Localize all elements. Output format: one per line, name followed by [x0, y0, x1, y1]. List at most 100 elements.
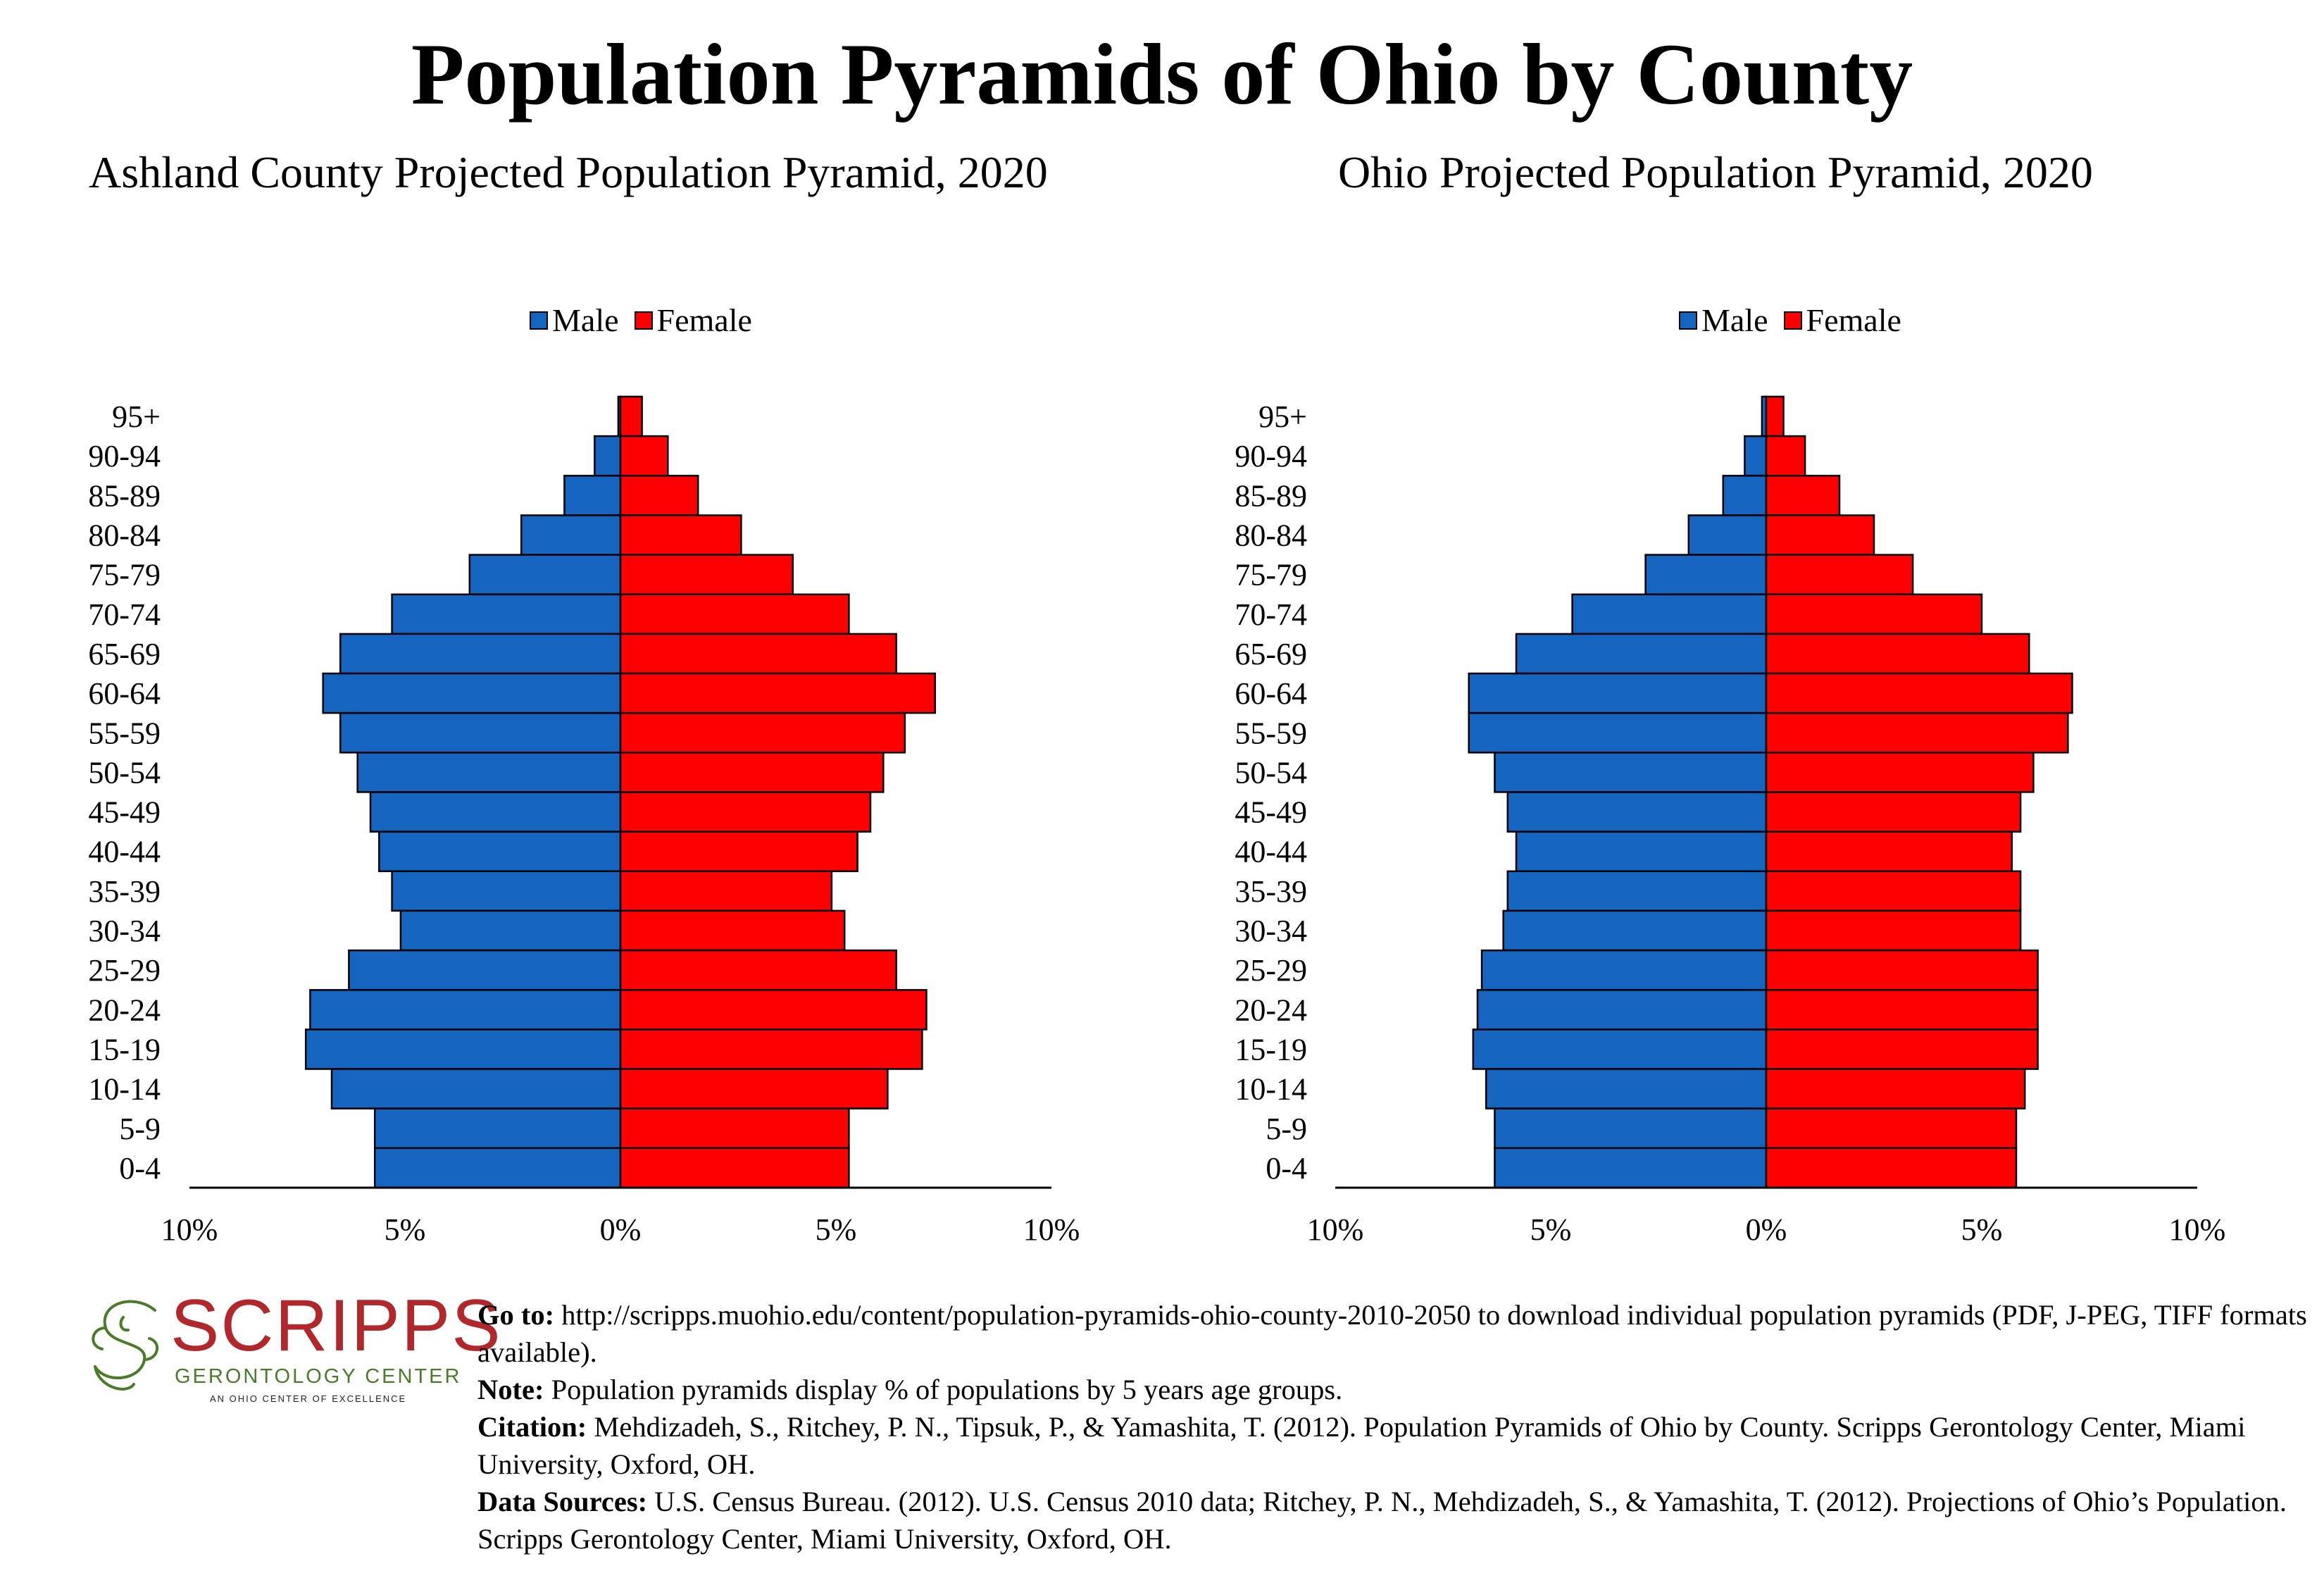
bar-male-ohio — [1502, 909, 1768, 952]
legend-swatch-male — [530, 311, 548, 330]
bar-male-ohio — [1476, 989, 1768, 1031]
age-label-ashland: 45-49 — [88, 795, 161, 830]
bar-male-ohio — [1494, 1107, 1768, 1150]
bar-female-ohio — [1765, 791, 2022, 833]
age-label-ashland: 95+ — [112, 399, 161, 434]
bar-male-ohio — [1494, 752, 1768, 793]
chart-title-ohio: Ohio Projected Population Pyramid, 2020 — [1338, 147, 2093, 197]
chart-title-ashland: Ashland County Projected Population Pyra… — [89, 147, 1048, 197]
bar-male-ashland — [339, 711, 622, 754]
age-label-ashland: 5-9 — [119, 1112, 161, 1146]
age-label-ashland: 75-79 — [88, 558, 161, 592]
legend-swatch-female — [634, 311, 653, 330]
sources-text: U.S. Census Bureau. (2012). U.S. Census … — [477, 1486, 2287, 1555]
bar-male-ashland — [378, 831, 622, 873]
bar-male-ashland — [520, 514, 622, 556]
x-tick-label-ohio: 5% — [1530, 1212, 1572, 1247]
age-label-ashland: 10-14 — [88, 1072, 161, 1107]
note-text: Population pyramids display % of populat… — [544, 1374, 1343, 1405]
bar-male-ohio — [1744, 435, 1768, 477]
bar-male-ohio — [1480, 949, 1768, 991]
scripps-spiral-icon — [92, 1300, 159, 1391]
legend-item-female: Female — [634, 302, 752, 339]
sources-label: Data Sources: — [477, 1486, 648, 1517]
x-tick-label-ohio: 0% — [1746, 1212, 1787, 1247]
age-label-ohio: 60-64 — [1235, 676, 1307, 711]
bar-male-ashland — [373, 1147, 622, 1189]
age-label-ohio: 85-89 — [1235, 478, 1307, 513]
bar-female-ashland — [619, 395, 643, 437]
legend-label-female: Female — [1806, 302, 1901, 338]
bar-female-ohio — [1765, 711, 2069, 754]
citation-text: Mehdizadeh, S., Ritchey, P. N., Tipsuk, … — [477, 1411, 2246, 1480]
bar-female-ohio — [1765, 949, 2039, 991]
age-label-ashland: 50-54 — [88, 755, 161, 790]
bar-male-ohio — [1468, 672, 1768, 714]
bar-male-ashland — [391, 593, 622, 635]
age-label-ashland: 85-89 — [88, 478, 161, 513]
bar-female-ashland — [619, 1068, 889, 1110]
legend-ohio: Male Female — [1679, 302, 1917, 339]
age-label-ashland: 65-69 — [88, 637, 161, 671]
age-label-ohio: 65-69 — [1235, 637, 1307, 671]
bar-female-ohio — [1765, 435, 1806, 477]
citation-label: Citation: — [477, 1411, 587, 1443]
bar-male-ashland — [369, 791, 622, 833]
bar-female-ashland — [619, 909, 846, 952]
age-label-ohio: 90-94 — [1235, 439, 1307, 473]
age-label-ashland: 90-94 — [88, 439, 161, 473]
age-label-ashland: 30-34 — [88, 914, 161, 948]
age-label-ohio: 40-44 — [1235, 835, 1307, 869]
age-label-ohio: 45-49 — [1235, 795, 1307, 830]
legend-label-female: Female — [656, 302, 752, 338]
footer-sources: Data Sources: U.S. Census Bureau. (2012)… — [477, 1483, 2309, 1558]
bar-male-ashland — [348, 949, 622, 991]
age-label-ohio: 25-29 — [1235, 953, 1307, 988]
footer-citation: Citation: Mehdizadeh, S., Ritchey, P. N.… — [477, 1408, 2309, 1483]
bar-female-ohio — [1765, 475, 1841, 516]
bar-male-ohio — [1515, 831, 1768, 873]
bar-male-ohio — [1506, 791, 1768, 833]
x-tick-label-ashland: 5% — [385, 1212, 426, 1247]
bar-female-ohio — [1765, 989, 2039, 1031]
bar-female-ashland — [619, 989, 927, 1031]
age-label-ohio: 35-39 — [1235, 874, 1307, 909]
bar-female-ohio — [1765, 593, 1983, 635]
legend-swatch-male — [1679, 311, 1697, 330]
bar-female-ashland — [619, 593, 850, 635]
bar-female-ohio — [1765, 672, 2073, 714]
age-label-ashland: 25-29 — [88, 953, 161, 988]
bar-male-ashland — [594, 435, 622, 477]
bar-female-ashland — [619, 831, 858, 873]
age-label-ohio: 70-74 — [1235, 597, 1307, 632]
bar-male-ashland — [399, 909, 622, 952]
bar-male-ashland — [468, 554, 622, 595]
page-title: Population Pyramids of Ohio by County — [411, 26, 1913, 123]
bar-male-ohio — [1687, 514, 1768, 556]
logo-subtitle: GERONTOLOGY CENTER — [175, 1365, 462, 1388]
legend-label-male: Male — [1701, 302, 1768, 338]
bar-male-ohio — [1515, 633, 1768, 675]
age-label-ashland: 20-24 — [88, 993, 161, 1027]
legend-item-male: Male — [1679, 302, 1768, 339]
age-label-ohio: 10-14 — [1235, 1072, 1307, 1107]
bar-female-ohio — [1765, 554, 1914, 595]
bar-female-ohio — [1765, 752, 2035, 793]
legend-item-male: Male — [530, 302, 619, 339]
bar-female-ohio — [1765, 1147, 2018, 1189]
bar-female-ashland — [619, 435, 669, 477]
age-label-ashland: 55-59 — [88, 716, 161, 750]
bar-female-ashland — [619, 1028, 923, 1070]
x-tick-label-ohio: 10% — [1307, 1212, 1364, 1247]
age-label-ashland: 0-4 — [119, 1151, 161, 1186]
bar-male-ashland — [356, 752, 622, 793]
x-tick-label-ohio: 10% — [2169, 1212, 2226, 1247]
age-label-ohio: 5-9 — [1266, 1112, 1307, 1146]
age-label-ohio: 30-34 — [1235, 914, 1307, 948]
bar-male-ohio — [1472, 1028, 1768, 1070]
bar-female-ohio — [1765, 514, 1875, 556]
bar-female-ashland — [619, 711, 906, 754]
bar-female-ohio — [1765, 909, 2022, 952]
legend-swatch-female — [1783, 311, 1802, 330]
logo-tagline: AN OHIO CENTER OF EXCELLENCE — [210, 1393, 407, 1404]
